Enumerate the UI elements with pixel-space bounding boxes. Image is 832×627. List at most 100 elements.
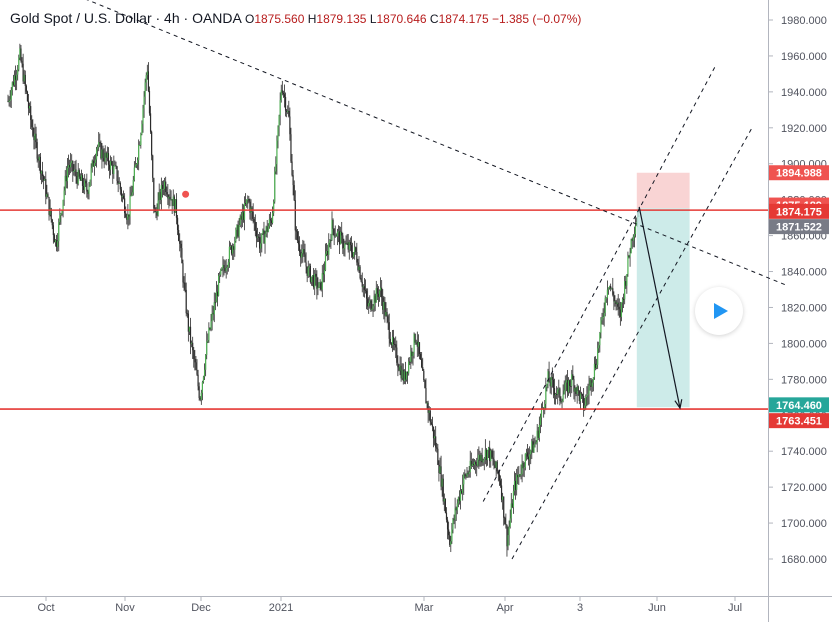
candle xyxy=(152,154,154,183)
candle-up xyxy=(17,69,19,75)
candle-up xyxy=(121,195,124,197)
candle-down xyxy=(22,63,24,82)
candle xyxy=(253,216,255,232)
candle xyxy=(307,260,309,278)
play-button[interactable] xyxy=(695,287,743,335)
candle xyxy=(577,385,579,396)
candle-up xyxy=(139,145,141,147)
candle xyxy=(521,454,523,483)
candle xyxy=(359,264,361,280)
candle xyxy=(566,370,569,398)
candle xyxy=(191,340,193,348)
candle xyxy=(208,322,210,343)
candle-up xyxy=(71,161,73,163)
candle-up xyxy=(90,168,92,180)
candle xyxy=(160,177,162,210)
candle xyxy=(194,349,196,371)
candle-up xyxy=(329,240,331,243)
candle xyxy=(419,351,422,360)
candle xyxy=(629,247,631,267)
y-tick-label: 1780.000 xyxy=(781,374,827,386)
candle xyxy=(65,166,67,189)
candle-down xyxy=(181,248,183,264)
candle-down xyxy=(424,380,426,389)
candle-down xyxy=(65,175,67,182)
candle-down xyxy=(263,230,265,244)
candle-down xyxy=(489,447,491,462)
candle xyxy=(611,287,613,290)
candle-down xyxy=(240,216,242,220)
candle-down xyxy=(107,153,110,165)
candle-down xyxy=(14,75,17,80)
x-tick-label: Dec xyxy=(191,602,211,614)
candle-up xyxy=(524,453,526,468)
candle xyxy=(254,214,256,237)
candle xyxy=(139,141,141,147)
candle-down xyxy=(197,374,199,387)
candle-down xyxy=(300,252,302,258)
candle-down xyxy=(92,160,94,167)
candle-up xyxy=(592,377,594,383)
candle xyxy=(628,254,630,259)
candle-down xyxy=(552,379,554,389)
candle-up xyxy=(132,179,134,193)
close-value: 1874.175 xyxy=(438,12,489,26)
candle-down xyxy=(623,298,625,300)
candle-up xyxy=(54,240,57,243)
candle-up xyxy=(450,541,452,545)
candle-down xyxy=(50,208,52,220)
candle-up xyxy=(34,133,36,141)
candle xyxy=(448,521,450,540)
candle-down xyxy=(363,286,365,290)
candle xyxy=(294,190,296,240)
candle-down xyxy=(625,281,627,286)
candle xyxy=(91,159,93,173)
candle-down xyxy=(361,281,363,287)
candle xyxy=(209,327,211,331)
candle-up xyxy=(268,219,270,227)
candle-down xyxy=(464,474,466,476)
candle xyxy=(398,364,400,372)
candle-up xyxy=(49,208,51,215)
candle-up xyxy=(267,226,269,232)
candle xyxy=(490,448,492,468)
candle xyxy=(621,297,624,313)
candle-down xyxy=(249,201,251,213)
candle-down xyxy=(453,519,455,521)
candle xyxy=(108,160,111,179)
candle-down xyxy=(282,92,284,95)
candle-down xyxy=(572,374,574,380)
candle-down xyxy=(448,529,450,536)
price-label-bg xyxy=(769,165,829,181)
candle-up xyxy=(561,401,563,403)
candle xyxy=(365,288,368,310)
candle xyxy=(478,446,480,470)
candle-down xyxy=(83,185,85,190)
candle xyxy=(234,236,236,257)
candle xyxy=(626,274,628,294)
candle-down xyxy=(116,166,118,181)
candle-up xyxy=(138,145,140,161)
candle xyxy=(587,383,589,406)
candle-up xyxy=(64,175,66,191)
candle xyxy=(392,329,395,351)
candle-down xyxy=(120,189,122,197)
candle xyxy=(554,392,557,405)
candle-down xyxy=(292,175,294,186)
candle xyxy=(585,394,587,411)
candle xyxy=(116,165,118,185)
candle-up xyxy=(588,385,590,394)
price-label-bg xyxy=(769,397,829,413)
candle xyxy=(413,332,415,359)
candle xyxy=(34,123,36,150)
candle xyxy=(104,145,106,165)
candle xyxy=(23,69,25,84)
candle xyxy=(63,186,65,206)
candle xyxy=(498,469,500,486)
candle xyxy=(94,153,97,167)
candle-down xyxy=(33,135,35,141)
candle xyxy=(527,448,530,466)
candle-up xyxy=(620,302,623,317)
